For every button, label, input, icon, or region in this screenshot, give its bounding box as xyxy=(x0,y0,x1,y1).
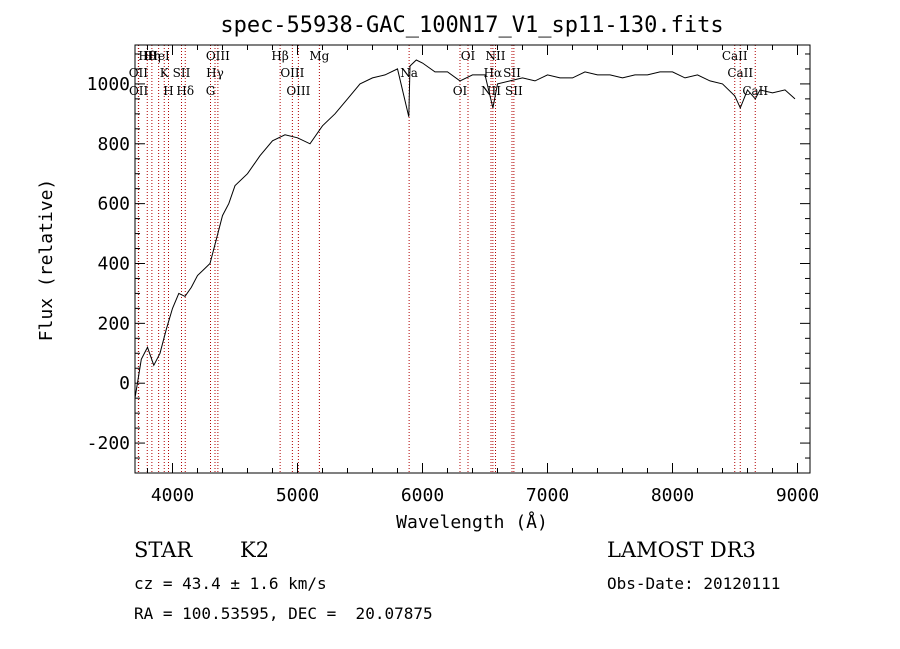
x-axis: 4000 5000 6000 7000 8000 9000 xyxy=(147,45,819,506)
line-label: OIII xyxy=(206,49,230,63)
line-label: Hη xyxy=(143,49,161,63)
line-label: NII xyxy=(486,49,506,63)
line-label: HeI xyxy=(147,49,170,63)
y-axis: -200 0 200 400 600 800 1000 xyxy=(87,53,810,474)
survey-name: LAMOST DR3 xyxy=(607,538,756,562)
line-label: Na xyxy=(400,66,418,80)
line-label: OIII xyxy=(286,84,310,98)
plot-frame xyxy=(134,44,811,474)
line-label: OII xyxy=(129,84,149,98)
redshift-readout: cz = 43.4 ± 1.6 km/s xyxy=(134,574,327,593)
line-label: Hδ xyxy=(176,84,194,98)
object-subclass: K2 xyxy=(240,538,270,562)
line-label: CaII xyxy=(742,84,768,98)
line-label: SII xyxy=(505,84,523,98)
y-tick-label: 800 xyxy=(97,134,130,155)
x-axis-label: Wavelength (Å) xyxy=(396,511,548,533)
line-label: H xyxy=(163,84,173,98)
x-tick-label: 9000 xyxy=(776,485,819,506)
y-tick-label: 1000 xyxy=(87,74,130,95)
line-label: G xyxy=(206,84,216,98)
spectral-line-markers xyxy=(137,45,756,473)
line-label: SII xyxy=(503,66,521,80)
x-tick-label: 4000 xyxy=(151,485,194,506)
chart-title: spec-55938-GAC_100N17_V1_sp11-130.fits xyxy=(220,13,723,38)
line-label: K xyxy=(160,66,170,80)
line-label: OI xyxy=(453,84,468,98)
x-tick-label: 7000 xyxy=(526,485,569,506)
observation-date: Obs-Date: 20120111 xyxy=(607,574,781,593)
object-class: STAR xyxy=(134,538,193,562)
line-label: OI xyxy=(461,49,476,63)
y-axis-label: Flux (relative) xyxy=(36,179,57,342)
line-label: Hβ xyxy=(271,49,288,63)
y-tick-label: 200 xyxy=(97,313,130,334)
x-tick-label: 8000 xyxy=(651,485,694,506)
line-label: OII xyxy=(129,66,149,80)
x-tick-label: 6000 xyxy=(401,485,444,506)
line-label: CaII xyxy=(722,49,748,63)
line-label: Mg xyxy=(309,49,329,63)
y-tick-label: 600 xyxy=(97,194,130,215)
line-label: Hθ xyxy=(138,49,156,63)
line-label: Hα xyxy=(484,66,503,80)
coordinates-readout: RA = 100.53595, DEC = 20.07875 xyxy=(134,604,433,623)
line-label: OIII xyxy=(280,66,304,80)
y-tick-label: 400 xyxy=(97,253,130,274)
line-label: NII xyxy=(481,84,501,98)
x-tick-label: 5000 xyxy=(276,485,319,506)
y-tick-label: -200 xyxy=(87,433,130,454)
spectral-line-labels: HθOIIOIIHηKHHeISIIHδOIIIHγGHβOIIIOIIIMgN… xyxy=(129,49,769,98)
spectrum-line xyxy=(134,59,796,399)
line-label: CaII xyxy=(727,66,753,80)
line-label: Hγ xyxy=(206,66,224,80)
line-label: SII xyxy=(173,66,191,80)
y-tick-label: 0 xyxy=(119,373,130,394)
